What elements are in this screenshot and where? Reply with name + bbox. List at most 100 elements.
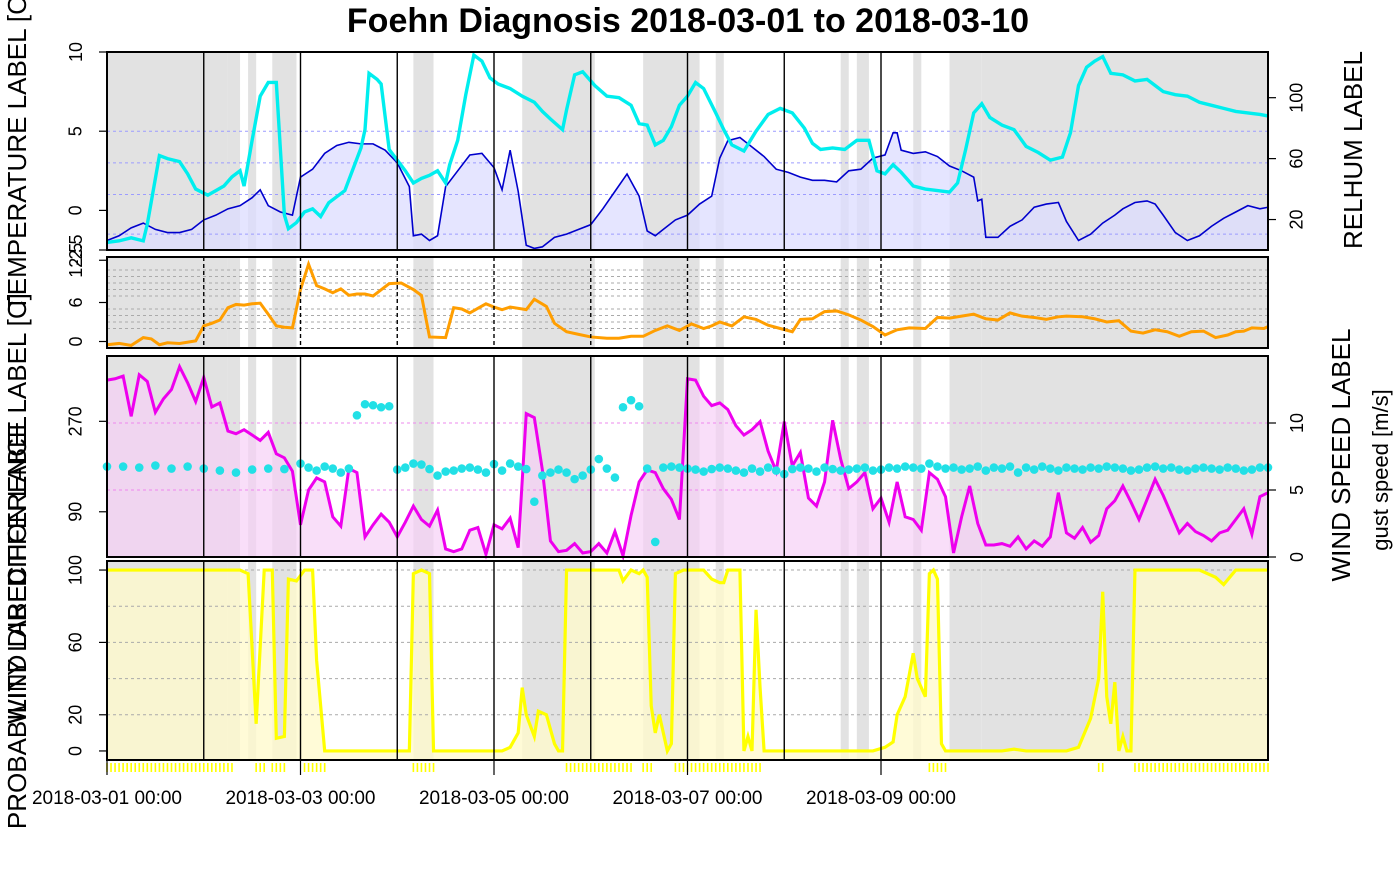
foehn-period-9-panel-1 xyxy=(856,257,869,348)
wind-direction-point-128 xyxy=(1231,464,1241,473)
wind-direction-point-74 xyxy=(796,463,805,472)
wind-direction-point-120 xyxy=(1166,463,1176,472)
wind-direction-point-2 xyxy=(134,463,144,472)
wind-direction-point-107 xyxy=(1062,463,1071,472)
dir-y-tick-label-0: 90 xyxy=(66,502,86,522)
foehn-period-11-panel-3 xyxy=(949,561,982,760)
wind-direction-point-109 xyxy=(1078,465,1087,474)
foehn-period-8-panel-2 xyxy=(840,356,849,557)
probability-axis-label: PROBABILITY LABEL xyxy=(2,571,32,829)
wind-direction-point-18 xyxy=(344,464,354,473)
x-tick-label-1: 2018-03-03 00:00 xyxy=(225,788,375,809)
wind-direction-point-50 xyxy=(602,464,612,473)
wind-direction-point-96 xyxy=(973,462,983,471)
wind-direction-point-11 xyxy=(280,464,289,474)
wind-direction-point-27 xyxy=(417,460,426,469)
wind-direction-point-116 xyxy=(1134,465,1144,474)
prob-y-tick-label-3: 100 xyxy=(66,555,86,585)
wind-direction-point-13 xyxy=(304,463,313,472)
prob-y-tick-label-2: 60 xyxy=(66,632,86,652)
temperature-difference-line xyxy=(106,259,1269,347)
wind-direction-point-98 xyxy=(989,463,999,472)
wind-direction-point-85 xyxy=(884,463,894,472)
wind-direction-point-122 xyxy=(1183,466,1192,475)
wind-direction-axis-label: WIND DIRECTION LABEL xyxy=(2,416,32,724)
foehn-period-1-panel-1 xyxy=(227,257,241,348)
wind-direction-point-64 xyxy=(715,463,725,472)
wind-direction-point-4 xyxy=(167,464,176,473)
wind-direction-point-101 xyxy=(1013,468,1023,477)
wind-direction-point-9 xyxy=(247,465,257,474)
wind-direction-point-40 xyxy=(521,464,531,474)
temp-y-tick-label-2: 5 xyxy=(66,126,86,136)
wind-direction-point-80 xyxy=(844,465,854,474)
wind-direction-point-25 xyxy=(401,463,410,472)
wind-direction-point-66 xyxy=(731,466,741,475)
wind-direction-point-38 xyxy=(505,459,515,468)
wind-direction-point-56 xyxy=(650,537,660,547)
temp-y-tick-label-3: 10 xyxy=(66,42,86,62)
wind-direction-point-117 xyxy=(1142,463,1152,472)
foehn-period-7-panel-0 xyxy=(715,52,724,250)
wind-direction-point-37 xyxy=(497,466,507,475)
wind-direction-point-68 xyxy=(747,464,757,473)
wind-direction-point-70 xyxy=(763,463,773,472)
wind-direction-point-110 xyxy=(1086,463,1095,472)
wind-direction-point-93 xyxy=(949,463,958,472)
wind-direction-point-26 xyxy=(409,459,418,468)
wind-direction-point-44 xyxy=(554,465,563,474)
foehn-period-5-panel-0 xyxy=(522,52,595,250)
wind-direction-point-65 xyxy=(723,464,733,473)
wind-direction-point-21 xyxy=(368,400,378,410)
wind-direction-point-115 xyxy=(1126,466,1136,475)
wind-direction-point-131 xyxy=(1255,463,1265,472)
wind-direction-point-45 xyxy=(562,468,571,477)
wind-direction-point-123 xyxy=(1191,464,1200,473)
wind-direction-point-30 xyxy=(441,467,450,476)
wind-direction-point-31 xyxy=(449,466,458,475)
relhum-y-tick-label-0: 20 xyxy=(1287,210,1307,230)
foehn-period-3-panel-1 xyxy=(272,257,297,348)
foehn-period-11-panel-1 xyxy=(949,257,982,348)
wind-direction-point-10 xyxy=(263,464,273,473)
wind-direction-point-113 xyxy=(1110,463,1120,472)
foehn-period-9-panel-3 xyxy=(856,561,869,760)
wind-direction-point-90 xyxy=(925,459,934,468)
prob-y-tick-label-1: 20 xyxy=(66,705,86,725)
foehn-period-4-panel-0 xyxy=(413,52,434,250)
wind-direction-point-127 xyxy=(1223,463,1232,472)
wind-direction-point-87 xyxy=(900,462,910,471)
foehn-period-7-panel-1 xyxy=(715,257,724,348)
wind-direction-point-106 xyxy=(1054,466,1063,475)
wind-direction-point-126 xyxy=(1215,465,1224,474)
wind-direction-point-71 xyxy=(771,466,781,475)
wind-direction-point-83 xyxy=(868,466,878,475)
wind-direction-point-47 xyxy=(578,471,587,480)
wind-speed-axis-label: WIND SPEED LABEL xyxy=(1326,329,1356,582)
foehn-period-8-panel-3 xyxy=(840,561,849,760)
foehn-period-4-panel-2 xyxy=(413,356,434,557)
wind-direction-point-92 xyxy=(941,464,950,473)
wind-direction-point-58 xyxy=(667,462,676,471)
wind-direction-point-111 xyxy=(1094,464,1103,473)
wind-direction-point-16 xyxy=(328,464,338,473)
relative-humidity-line xyxy=(106,52,1269,245)
speed-y-tick-label-0: 0 xyxy=(1287,552,1307,562)
x-tick-label-0: 2018-03-01 00:00 xyxy=(32,788,182,809)
x-tick-label-2: 2018-03-05 00:00 xyxy=(419,788,569,809)
wind-direction-point-105 xyxy=(1046,464,1055,473)
wind-direction-point-54 xyxy=(634,401,644,411)
wind-direction-point-19 xyxy=(352,410,362,420)
wind-direction-point-102 xyxy=(1021,463,1031,472)
wind-direction-point-78 xyxy=(828,464,837,474)
wind-direction-point-32 xyxy=(457,464,467,473)
wind-direction-point-1 xyxy=(118,462,128,471)
difference-axis-label: DIFFERENCE LABEL [C] xyxy=(2,293,32,587)
wind-direction-point-62 xyxy=(699,467,708,476)
wind-direction-point-73 xyxy=(788,464,797,474)
panel-frame-2 xyxy=(106,355,1269,558)
wind-direction-point-112 xyxy=(1102,462,1112,471)
wind-direction-point-61 xyxy=(691,465,700,474)
wind-direction-point-114 xyxy=(1118,464,1128,473)
foehn-period-2-panel-0 xyxy=(248,52,257,250)
